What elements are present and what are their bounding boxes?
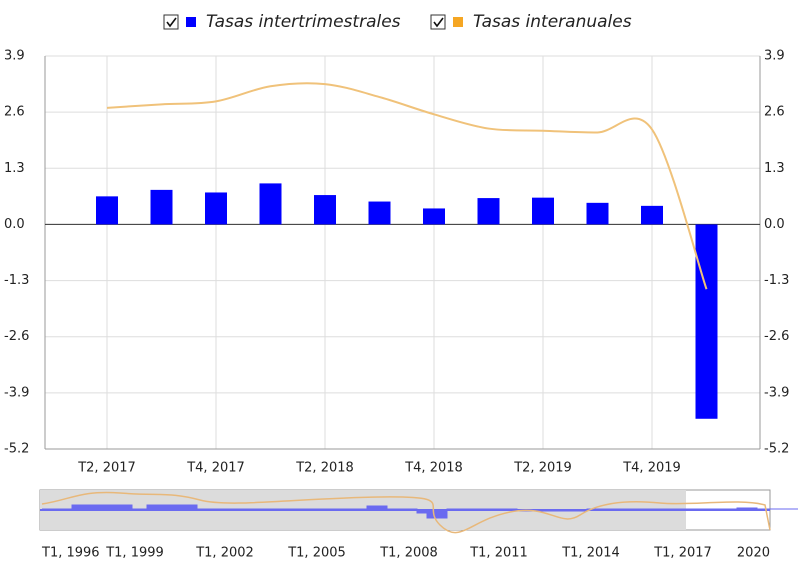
y-tick-label: 2.6 <box>4 105 25 120</box>
bar <box>96 196 118 225</box>
grid <box>45 55 760 450</box>
y-tick-label: -3.9 <box>4 385 29 400</box>
legend-checkbox[interactable] <box>163 14 179 30</box>
bar <box>695 224 718 419</box>
y-tick-label: 1.3 <box>4 161 25 176</box>
y-tick-label: 3.9 <box>4 49 25 64</box>
bar <box>314 195 336 225</box>
y2-tick-label: 0.0 <box>764 217 785 232</box>
y-tick-label: -5.2 <box>4 442 29 457</box>
y2-tick-label: -3.9 <box>764 385 789 400</box>
bar <box>205 192 227 225</box>
y-tick-label: -2.6 <box>4 329 29 344</box>
x-tick-label: T4, 2019 <box>622 461 681 476</box>
y2-tick-label: -5.2 <box>764 442 789 457</box>
bar <box>586 202 609 225</box>
navigator-label: T1, 2005 <box>287 546 346 561</box>
legend-label: Tasas intertrimestrales <box>206 12 401 32</box>
bar <box>477 198 500 225</box>
bar <box>150 189 173 225</box>
navigator-label: T1, 2011 <box>469 546 528 561</box>
bar <box>423 208 445 225</box>
legend-checkbox[interactable] <box>430 14 446 30</box>
bar <box>259 183 282 225</box>
x-tick-label: T4, 2018 <box>404 461 463 476</box>
navigator-label: T1, 2002 <box>195 546 254 561</box>
y2-tick-label: 2.6 <box>764 105 785 120</box>
x-tick-label: T4, 2017 <box>186 461 245 476</box>
navigator-label: 2020 <box>737 546 770 561</box>
y2-tick-label: -2.6 <box>764 329 789 344</box>
legend-swatch <box>453 17 463 27</box>
bar <box>368 201 391 225</box>
line <box>106 82 708 290</box>
legend-swatch <box>186 17 196 27</box>
y2-tick-label: 3.9 <box>764 49 785 64</box>
x-tick-label: T2, 2019 <box>513 461 572 476</box>
y-tick-label: 0.0 <box>4 217 25 232</box>
bar <box>641 205 663 225</box>
legend-label: Tasas interanuales <box>473 12 632 32</box>
navigator[interactable] <box>39 489 798 534</box>
x-tick-label: T2, 2017 <box>77 461 136 476</box>
navigator-label: T1, 2017 <box>653 546 712 561</box>
x-tick-label: T2, 2018 <box>295 461 354 476</box>
navigator-label: T1, 1999 <box>105 546 164 561</box>
bar <box>532 197 554 225</box>
y2-tick-label: 1.3 <box>764 161 785 176</box>
navigator-label: T1, 1996 <box>41 546 100 561</box>
y2-tick-label: -1.3 <box>764 273 789 288</box>
navigator-label: T1, 2008 <box>379 546 438 561</box>
y-tick-label: -1.3 <box>4 273 29 288</box>
navigator-label: T1, 2014 <box>561 546 620 561</box>
